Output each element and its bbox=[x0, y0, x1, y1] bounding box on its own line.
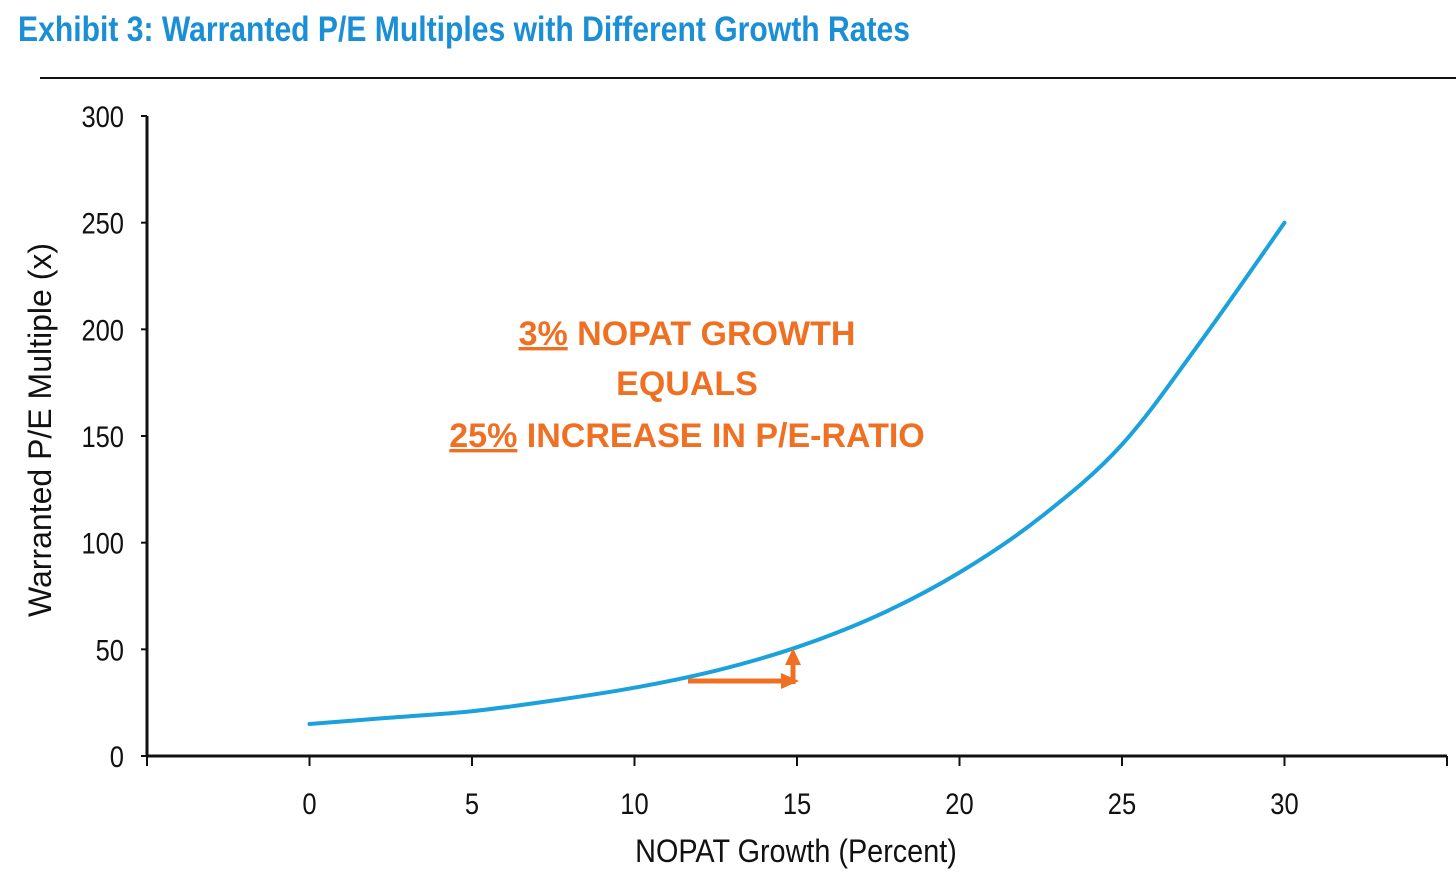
title-divider bbox=[40, 77, 1456, 79]
x-tick-label: 20 bbox=[945, 787, 973, 820]
x-axis-title: NOPAT Growth (Percent) bbox=[635, 834, 957, 870]
arrow-up-head bbox=[785, 648, 801, 665]
arrow-right-head bbox=[781, 673, 799, 689]
y-tick-label: 300 bbox=[81, 100, 124, 133]
y-tick-label: 100 bbox=[81, 527, 124, 560]
x-ticks: 0 5 10 15 20 25 30 bbox=[146, 756, 1448, 820]
annotation-text-1: NOPAT GROWTH bbox=[568, 315, 856, 353]
annotation-line-2: EQUALS bbox=[616, 365, 758, 403]
y-ticks: 0 50 100 150 200 250 300 bbox=[81, 100, 147, 773]
annotation-text-3: INCREASE IN P/E-RATIO bbox=[517, 417, 924, 455]
y-tick-label: 200 bbox=[81, 313, 124, 346]
chart-title: Exhibit 3: Warranted P/E Multiples with … bbox=[18, 10, 910, 49]
x-tick-label: 5 bbox=[465, 787, 479, 820]
annotation: 3% NOPAT GROWTH EQUALS 25% INCREASE IN P… bbox=[449, 315, 924, 455]
annotation-pct-3: 25% bbox=[449, 417, 517, 455]
annotation-line-3: 25% INCREASE IN P/E-RATIO bbox=[449, 417, 924, 455]
x-tick-label: 10 bbox=[620, 787, 648, 820]
y-tick-label: 150 bbox=[81, 420, 124, 453]
annotation-line-1: 3% NOPAT GROWTH bbox=[519, 315, 856, 353]
y-axis-title: Warranted P/E Multiple (x) bbox=[22, 243, 58, 617]
series-line bbox=[307, 220, 1287, 726]
y-tick-label: 50 bbox=[96, 633, 124, 666]
annotation-pct-1: 3% bbox=[519, 315, 568, 353]
x-tick-label: 25 bbox=[1108, 787, 1136, 820]
annotation-arrows bbox=[688, 648, 801, 689]
x-tick-label: 15 bbox=[783, 787, 811, 820]
x-tick-label: 30 bbox=[1270, 787, 1298, 820]
x-tick-label: 0 bbox=[302, 787, 316, 820]
y-tick-label: 0 bbox=[110, 740, 124, 773]
y-tick-label: 250 bbox=[81, 207, 124, 240]
